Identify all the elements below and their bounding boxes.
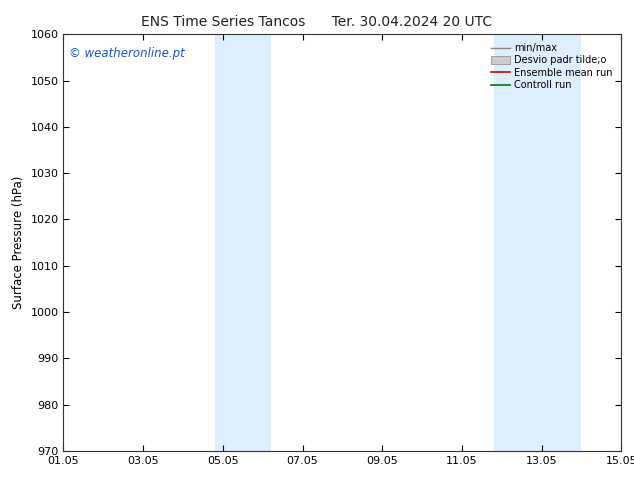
Legend: min/max, Desvio padr tilde;o, Ensemble mean run, Controll run: min/max, Desvio padr tilde;o, Ensemble m… [487,39,616,94]
Bar [494,34,581,451]
Text: ENS Time Series Tancos      Ter. 30.04.2024 20 UTC: ENS Time Series Tancos Ter. 30.04.2024 2… [141,15,493,29]
Bar [215,34,271,451]
Y-axis label: Surface Pressure (hPa): Surface Pressure (hPa) [12,176,25,309]
Text: © weatheronline.pt: © weatheronline.pt [69,47,184,60]
